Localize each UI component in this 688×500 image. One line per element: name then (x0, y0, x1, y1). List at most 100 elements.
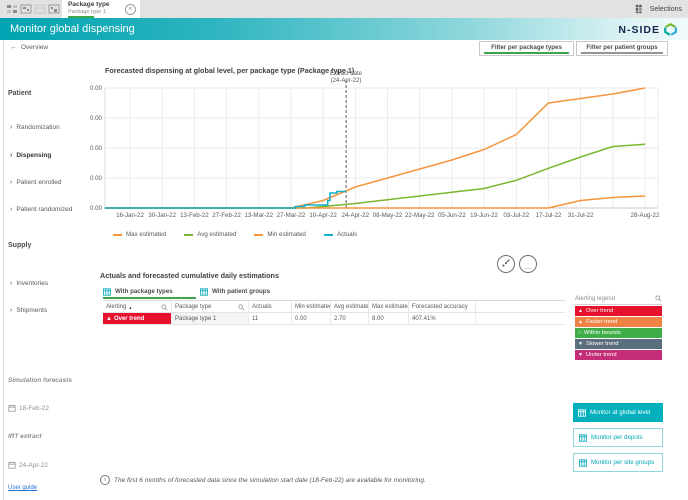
table-icon (579, 458, 587, 467)
column-header-forecasted-accuracy[interactable]: Forecasted accuracy (409, 301, 476, 312)
alerting-cell[interactable]: ▲ Over trend (103, 313, 172, 324)
brand-name: N-SIDE (618, 23, 660, 36)
legend-item-min[interactable]: Min estimated (254, 231, 306, 238)
brand-logo: N-SIDE (618, 22, 678, 37)
chevron-right-icon: › (10, 280, 13, 287)
min-estimated-cell[interactable]: 0.00 (292, 313, 331, 324)
grid-icon-2[interactable] (20, 3, 32, 15)
user-guide-link[interactable]: User guide (8, 485, 38, 491)
footer-note-text: The first 6 months of forecasted data si… (114, 476, 426, 484)
alerting-value: Over trend (113, 316, 145, 322)
column-header-empty (476, 301, 565, 312)
legend-item-max[interactable]: Max estimated (113, 231, 166, 238)
explore-icon (502, 259, 510, 267)
svg-text:03-Jul-22: 03-Jul-22 (503, 212, 529, 219)
table-title: Actuals and forecasted cumulative daily … (100, 271, 279, 280)
sidebar-item-label: Inventories (16, 280, 49, 287)
filter-label: Filter per package types (491, 44, 562, 51)
legend-dash (113, 233, 122, 236)
nside-hexagon-icon (664, 22, 677, 36)
sidebar-item-label: Randomization (16, 124, 60, 131)
legend-item-avg[interactable]: Avg estimated (184, 231, 236, 238)
column-header-min-estimated[interactable]: Min estimated (292, 301, 331, 312)
sidebar-section-irt-extract: IRT extract (8, 433, 42, 440)
filter-active-bar (484, 52, 569, 54)
search-icon[interactable] (655, 295, 662, 302)
max-estimated-cell[interactable]: 8.00 (369, 313, 409, 324)
sidebar-item-inventories[interactable]: › Inventories (10, 280, 48, 287)
column-header-actuals[interactable]: Actuals (249, 301, 292, 312)
column-header-max-estimated[interactable]: Max estimated (369, 301, 409, 312)
alerting-legend-item-over-trend[interactable]: ▲ Over trend (575, 305, 662, 316)
sidebar-item-patient-enrolled[interactable]: › Patient enrolled (10, 179, 62, 186)
explore-button[interactable] (497, 255, 515, 273)
page-header: Monitor global dispensing N-SIDE (0, 18, 688, 40)
alerting-legend-panel: Alerting legend ▲ Over trend ▲ Faster tren… (575, 293, 662, 360)
alerting-legend-item-under-trend[interactable]: ▼ Under trend (575, 349, 662, 360)
filter-package-types-button[interactable]: Filter per package types (479, 41, 574, 56)
annotation-line1: Extract date (329, 71, 362, 77)
more-options-button[interactable]: … (519, 255, 537, 273)
chevron-right-icon: › (10, 124, 13, 131)
chevron-right-icon: › (10, 152, 13, 159)
cell-value: 11 (252, 316, 259, 322)
sidebar-item-label: Dispensing (16, 152, 52, 159)
table-icon (578, 408, 586, 417)
sidebar-item-patient-randomized[interactable]: › Patient randomized (10, 206, 72, 213)
svg-text:19-Jun-22: 19-Jun-22 (470, 212, 498, 219)
column-header-alerting[interactable]: Alerting ▲ (103, 301, 172, 312)
alerting-legend-item-faster-trend[interactable]: ▲ Faster trend (575, 316, 662, 327)
sidebar-item-randomization[interactable]: › Randomization (10, 124, 60, 131)
alerting-legend-header[interactable]: Alerting legend (575, 293, 662, 305)
sheet-tab-package-type[interactable]: Package type Package type 1 ✕ (62, 0, 140, 18)
legend-dash (254, 233, 264, 236)
grid-icon-4[interactable] (48, 3, 60, 15)
sidebar-item-overview[interactable]: ← Overview (10, 44, 48, 51)
search-icon[interactable] (238, 303, 245, 311)
estimations-table: Alerting ▲ Package type Actuals Min esti… (103, 300, 565, 325)
monitor-global-level-button[interactable]: Monitor at global level (573, 403, 663, 422)
tab-with-package-types[interactable]: With package types (103, 285, 173, 298)
svg-text:80.00: 80.00 (90, 85, 103, 92)
package-type-cell[interactable]: Package type 1 (172, 313, 249, 324)
dispensing-line-chart[interactable]: 80.00 60.00 40.00 20.00 0.00 16-Jan-22 30-Jan-… (90, 78, 670, 228)
selections-button[interactable]: Selections (635, 0, 682, 18)
svg-text:31-Jul-22: 31-Jul-22 (568, 212, 594, 219)
trend-down-icon: ▼ (578, 351, 583, 358)
sort-asc-icon: ▲ (128, 304, 133, 310)
circle-icon: ○ (578, 329, 582, 336)
legend-item-actuals[interactable]: Actuals (323, 231, 357, 238)
monitor-per-site-groups-button[interactable]: Monitor per site groups (573, 453, 663, 472)
filter-label: Filter per patient groups (586, 44, 658, 51)
svg-text:17-Jul-22: 17-Jul-22 (536, 212, 562, 219)
legend-row-label: Over trend (585, 307, 614, 314)
column-header-avg-estimated[interactable]: Avg estimated (331, 301, 369, 312)
svg-text:28-Aug-22: 28-Aug-22 (631, 212, 660, 219)
monitor-per-depots-button[interactable]: Monitor per depots (573, 428, 663, 447)
svg-text:05-Jun-22: 05-Jun-22 (438, 212, 466, 219)
column-label: Alerting (106, 304, 127, 310)
column-header-package-type[interactable]: Package type (172, 301, 249, 312)
grid-icon-3[interactable] (34, 3, 46, 15)
legend-label: Min estimated (267, 231, 306, 238)
chart-title: Forecasted dispensing at global level, p… (105, 66, 355, 75)
tab-with-patient-groups[interactable]: With patient groups (200, 285, 270, 298)
actuals-cell[interactable]: 11 (249, 313, 292, 324)
sidebar-item-shipments[interactable]: › Shipments (10, 307, 47, 314)
filter-patient-groups-button[interactable]: Filter per patient groups (576, 41, 668, 56)
page-title: Monitor global dispensing (10, 23, 135, 35)
search-icon[interactable] (161, 303, 168, 311)
column-label: Forecasted accuracy (412, 304, 468, 310)
avg-estimated-cell[interactable]: 2.70 (331, 313, 369, 324)
grid-icon-1[interactable] (6, 3, 18, 15)
cell-value: 0.00 (295, 316, 307, 322)
alerting-legend-item-within-bounds[interactable]: ○ Within bounds (575, 327, 662, 338)
sidebar-item-dispensing[interactable]: › Dispensing (10, 152, 51, 159)
close-icon[interactable]: ✕ (125, 4, 136, 15)
alerting-legend-item-slower-trend[interactable]: ▼ Slower trend (575, 338, 662, 349)
tab-selection-indicator (68, 16, 94, 18)
forecasted-accuracy-cell[interactable]: 407.41% (409, 313, 476, 324)
info-icon: i (100, 475, 110, 485)
svg-text:20.00: 20.00 (90, 175, 103, 182)
chevron-right-icon: › (10, 206, 13, 213)
